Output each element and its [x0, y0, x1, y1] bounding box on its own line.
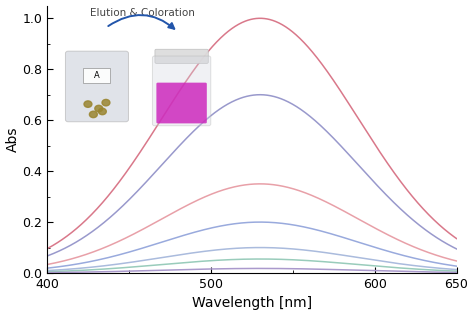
- FancyBboxPatch shape: [83, 68, 110, 83]
- Circle shape: [102, 100, 110, 106]
- FancyBboxPatch shape: [65, 51, 128, 122]
- FancyBboxPatch shape: [155, 49, 208, 64]
- Y-axis label: Abs: Abs: [6, 126, 19, 152]
- Text: Elution & Coloration: Elution & Coloration: [90, 9, 194, 19]
- FancyBboxPatch shape: [153, 56, 211, 126]
- Circle shape: [95, 105, 103, 112]
- X-axis label: Wavelength [nm]: Wavelength [nm]: [192, 296, 312, 310]
- Circle shape: [99, 108, 106, 115]
- Text: A: A: [94, 71, 100, 80]
- Circle shape: [84, 101, 92, 107]
- Circle shape: [90, 111, 97, 118]
- FancyBboxPatch shape: [156, 83, 207, 123]
